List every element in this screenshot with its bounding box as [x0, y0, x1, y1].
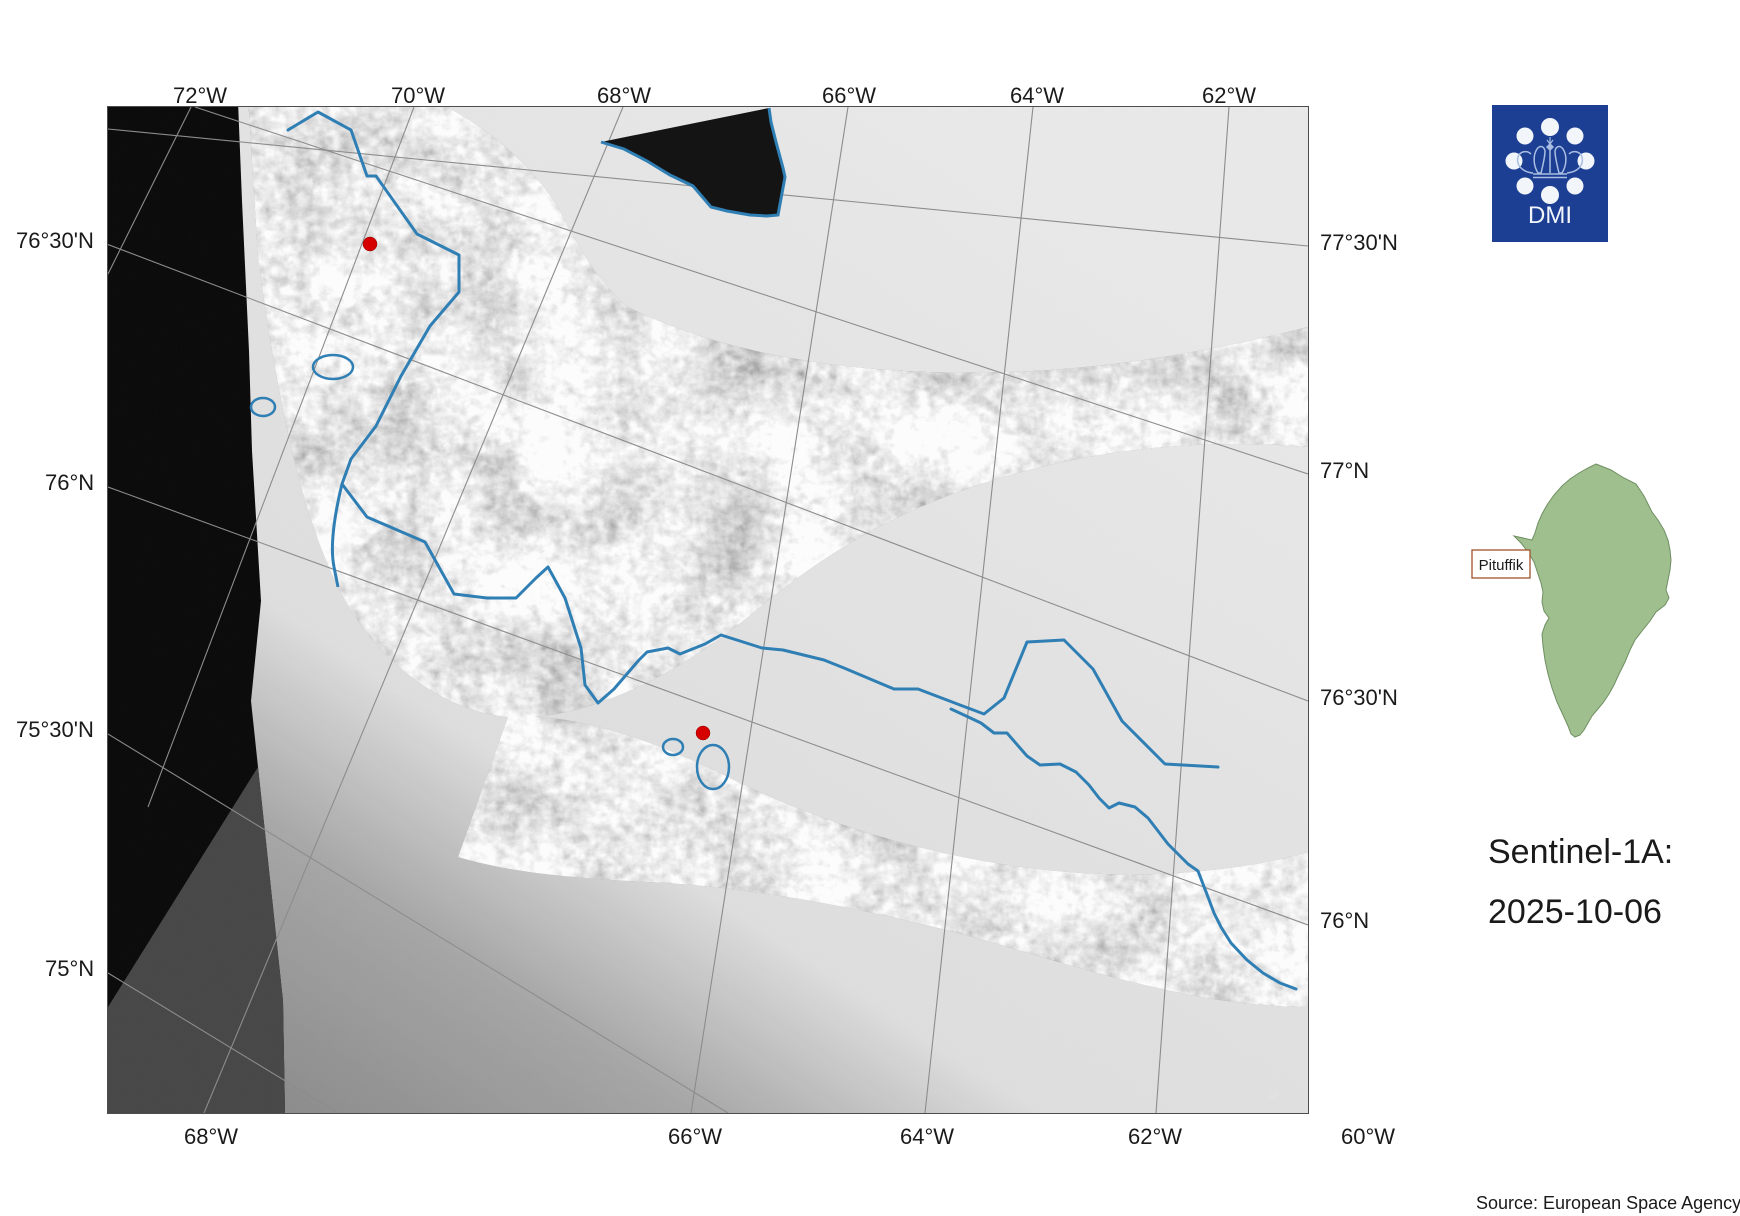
svg-text:Pituffik: Pituffik: [1479, 557, 1524, 574]
svg-text:DMI: DMI: [1528, 202, 1572, 229]
